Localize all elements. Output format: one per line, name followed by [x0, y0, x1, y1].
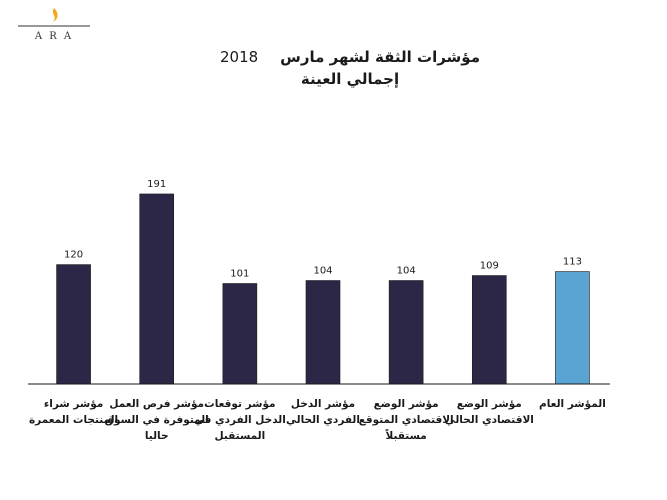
title-year: 2018	[219, 48, 259, 66]
bar-2	[222, 283, 258, 385]
category-label-4-0: مؤشر الوضع	[374, 398, 439, 410]
category-label-2-2: المستقبل	[214, 430, 265, 442]
bar-3	[305, 280, 341, 385]
bar-1	[139, 193, 175, 385]
category-label-3-0: مؤشر الدخل	[291, 398, 355, 410]
category-label-5-1: الاقتصادي الحالي	[445, 414, 534, 426]
category-label-2-0: مؤشر توقعات	[204, 398, 275, 410]
data-label-4: 104	[397, 266, 416, 277]
data-label-1: 191	[147, 179, 166, 190]
category-label-3-1: الفردي الحالي	[286, 414, 360, 426]
category-label-5-0: مؤشر الوضع	[457, 398, 522, 410]
data-label-0: 120	[64, 250, 83, 261]
bar-6	[555, 271, 590, 385]
chart-title: 2018 مؤشرات الثقة لشهر مارس إجمالي العينة	[200, 48, 500, 88]
category-label-1-1: المتوفرة في السوق	[105, 414, 209, 426]
data-label-5: 109	[480, 261, 499, 272]
ara-logo: A R A	[18, 8, 90, 42]
data-label-3: 104	[313, 266, 332, 277]
bar-5	[471, 275, 507, 385]
data-label-2: 101	[230, 269, 249, 280]
category-label-6-0: المؤشر العام	[539, 398, 606, 410]
category-label-1-2: حاليا	[145, 430, 169, 442]
bar-0	[56, 264, 91, 385]
bar-4	[388, 280, 424, 385]
logo-text: A R A	[34, 31, 73, 42]
title-subtitle: إجمالي العينة	[300, 70, 400, 88]
category-label-2-1: الدخل الفردي في	[194, 414, 286, 426]
data-label-6: 113	[563, 257, 582, 268]
category-label-1-0: مؤشر فرص العمل	[109, 398, 204, 410]
flame-icon	[52, 8, 58, 22]
category-label-0-1: المنتجات المعمرة	[29, 414, 118, 426]
category-label-4-1: الاقتصادي المتوقع	[359, 414, 454, 426]
category-label-4-2: مستقبلاً	[385, 428, 427, 442]
category-label-0-0: مؤشر شراء	[44, 398, 103, 410]
title-main: مؤشرات الثقة لشهر مارس	[280, 48, 480, 66]
